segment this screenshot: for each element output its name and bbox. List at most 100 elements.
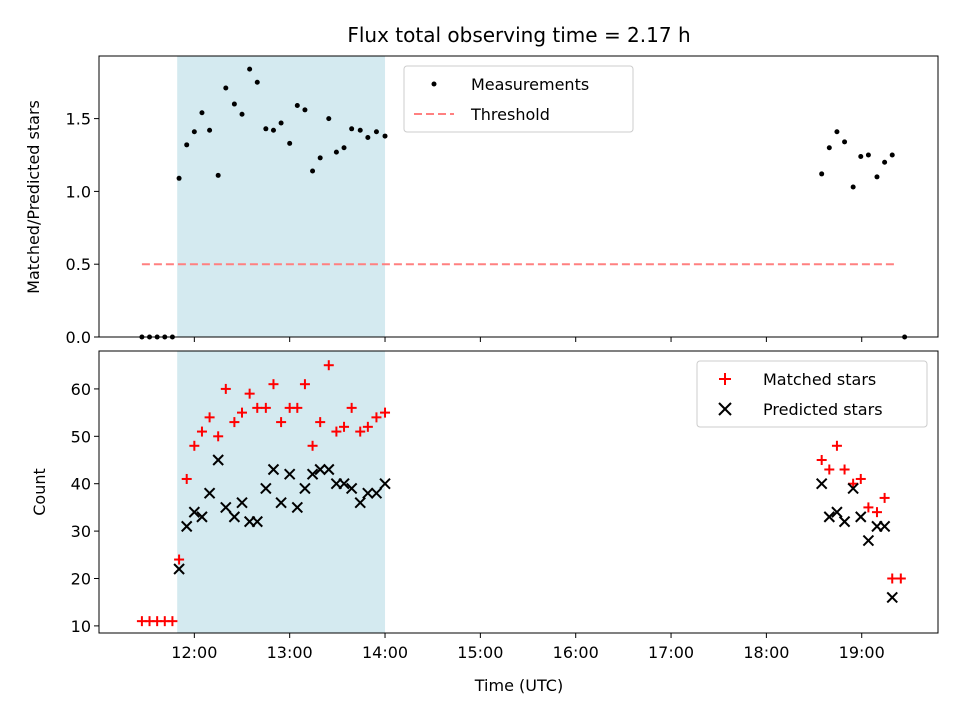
predicted-stars-point: [823, 511, 836, 523]
predicted-stars-point: [362, 487, 374, 499]
legend-measurements-label: Measurements: [471, 75, 589, 94]
y-tick-label: 0.0: [66, 328, 91, 347]
measurements-point: [223, 85, 229, 91]
measurements-point: [349, 126, 355, 132]
matched-stars-point: [323, 360, 334, 371]
predicted-stars-point: [306, 468, 319, 480]
predicted-stars-point-b: [306, 468, 319, 480]
matched-stars-point: [181, 473, 192, 484]
matched-stars-point: [204, 412, 215, 423]
predicted-stars-point-b: [831, 506, 843, 518]
predicted-stars-point-b: [203, 487, 216, 499]
predicted-stars-point: [236, 496, 248, 509]
bottom-panel-frame: [98, 350, 939, 634]
y-tick-label: 40: [71, 475, 91, 494]
predicted-stars-point-b: [354, 496, 366, 509]
matched-stars-point: [855, 473, 866, 484]
predicted-stars-point-b: [260, 482, 272, 495]
bottom-panel: 10 20 30 40 50 60 12:00 13:00 14:00 15:00 16:00 17:…: [30, 350, 939, 695]
legend-matched-label: Matched stars: [763, 370, 876, 389]
measurements-point: [826, 145, 832, 151]
measurements-point: [191, 129, 197, 135]
measurements-point: [373, 129, 379, 135]
predicted-stars-point-b: [370, 487, 383, 499]
measurements-point: [365, 135, 371, 141]
predicted-stars-point-b: [291, 501, 304, 514]
measurements-point: [865, 152, 871, 158]
matched-stars-point: [887, 573, 898, 584]
matched-stars-point: [824, 464, 835, 475]
predicted-stars-point-b: [173, 563, 185, 575]
predicted-stars-point-b: [838, 515, 851, 528]
predicted-stars-point: [283, 468, 296, 480]
predicted-stars-point: [220, 501, 232, 514]
x-tick-label: 15:00: [457, 643, 503, 662]
matched-stars-point: [229, 417, 240, 428]
predicted-stars-point: [815, 477, 828, 490]
predicted-stars-point: [878, 520, 891, 533]
top-legend-box: [403, 65, 634, 133]
legend-predicted-marker: [718, 402, 732, 416]
matched-stars-point: [895, 573, 906, 584]
measurements-point: [278, 120, 284, 126]
predicted-stars-point-b: [275, 496, 287, 509]
predicted-stars-point: [196, 511, 208, 523]
predicted-stars-point-b: [181, 520, 193, 533]
predicted-stars-point: [260, 482, 272, 495]
top-panel-frame: [98, 55, 939, 338]
legend-measurements-marker: [431, 81, 437, 87]
measurements-point: [889, 152, 895, 158]
matched-stars-point: [339, 421, 350, 432]
predicted-stars-point: [379, 477, 391, 490]
measurements-point: [326, 116, 332, 122]
predicted-stars-point: [855, 511, 867, 523]
predicted-stars-point: [299, 482, 311, 495]
matched-stars-point: [189, 440, 200, 451]
predicted-stars-point-b: [323, 463, 335, 476]
predicted-stars-point-b: [815, 477, 828, 490]
predicted-stars-point-b: [220, 501, 232, 514]
measurements-point: [834, 129, 840, 135]
predicted-stars-point-b: [236, 496, 248, 509]
predicted-stars-point-b: [862, 534, 875, 547]
predicted-stars-point: [291, 501, 304, 514]
top-y-axis-label: Matched/Predicted stars: [24, 100, 43, 294]
measurements-point: [207, 127, 213, 133]
x-tick-label: 16:00: [553, 643, 599, 662]
measurements-point: [231, 101, 237, 107]
matched-stars-point: [863, 502, 874, 513]
matched-stars-point: [816, 455, 827, 466]
matched-stars-point: [380, 407, 391, 418]
predicted-stars-point-b: [379, 477, 391, 490]
y-tick-label: 10: [71, 617, 91, 636]
top-legend: Measurements Threshold: [403, 65, 634, 133]
predicted-stars-point-b: [847, 482, 859, 495]
measurements-point: [333, 149, 339, 155]
matched-stars-point: [220, 383, 231, 394]
predicted-stars-point: [354, 496, 366, 509]
bottom-legend-box: [696, 360, 928, 428]
y-tick-label: 60: [71, 380, 91, 399]
predicted-stars-point: [338, 477, 350, 490]
predicted-stars-point: [838, 515, 851, 528]
matched-stars-point: [839, 464, 850, 475]
predicted-stars-point: [886, 591, 898, 604]
measurements-point: [874, 174, 880, 180]
predicted-stars-point-b: [314, 463, 326, 476]
y-tick-label: 50: [71, 427, 91, 446]
bottom-y-axis-label: Count: [30, 468, 49, 516]
predicted-stars-point: [267, 463, 280, 476]
measurements-point: [176, 175, 182, 181]
measurements-point: [294, 103, 300, 109]
top-panel: 0.0 0.5 1.0 1.5 Matched/Predicted stars Mea…: [24, 55, 939, 347]
x-tick-label: 17:00: [648, 643, 694, 662]
predicted-stars-point-b: [283, 468, 296, 480]
predicted-stars-point-b: [855, 511, 867, 523]
y-tick-label: 1.5: [66, 110, 91, 129]
predicted-stars-point-b: [362, 487, 374, 499]
matched-stars-point: [292, 402, 303, 413]
measurements-point: [819, 171, 825, 177]
matched-stars-point: [196, 426, 207, 437]
measurements-point: [382, 133, 388, 139]
